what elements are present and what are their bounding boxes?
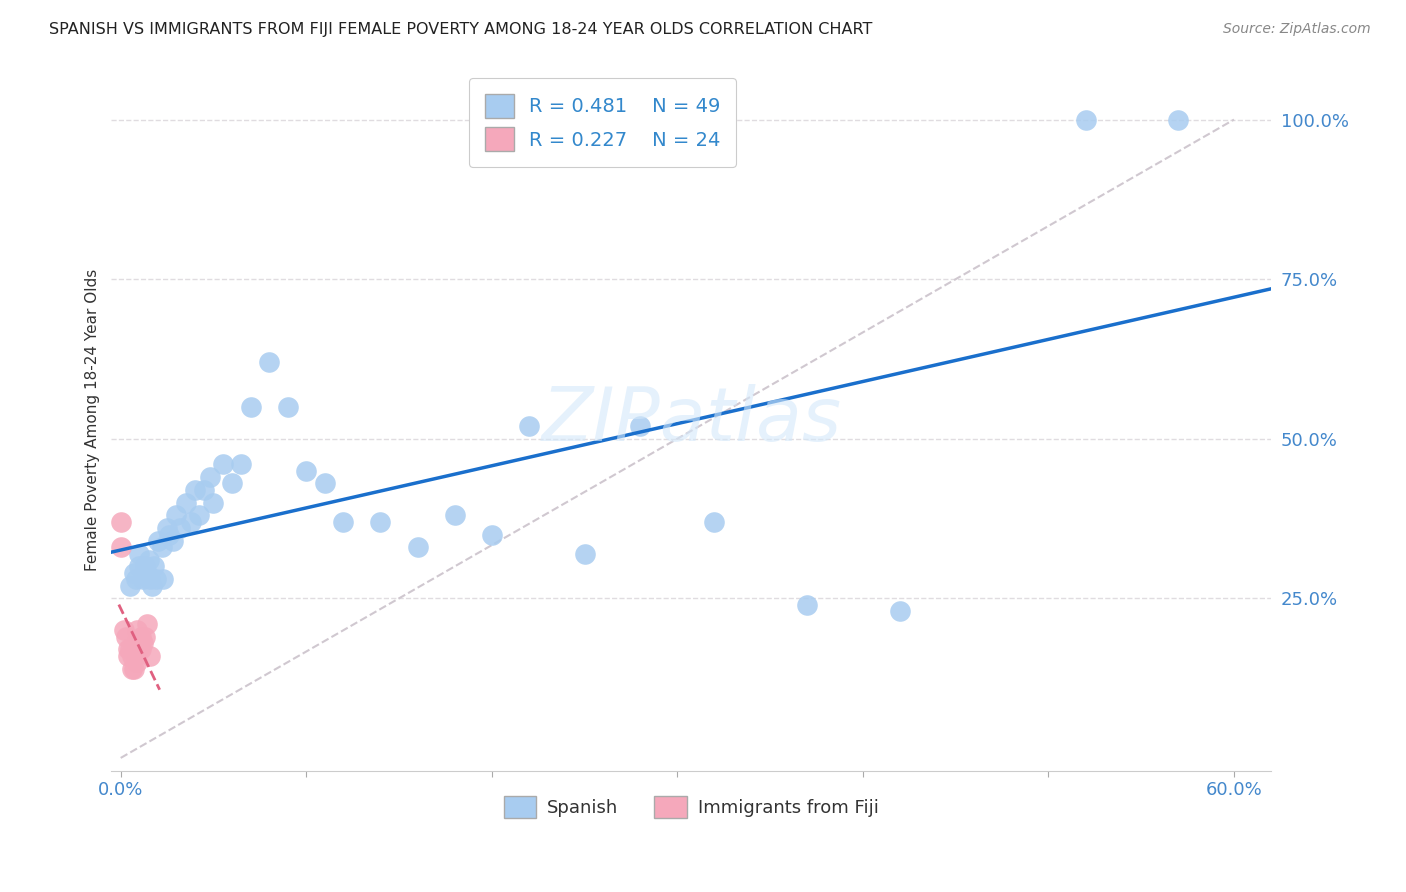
Point — [145, 572, 167, 586]
Point — [118, 642, 141, 657]
Point — [146, 533, 169, 548]
Point — [124, 642, 146, 657]
Point — [314, 476, 336, 491]
Point — [889, 604, 911, 618]
Point — [443, 508, 465, 523]
Point — [128, 636, 150, 650]
Point — [132, 572, 155, 586]
Point — [112, 624, 135, 638]
Point — [115, 630, 138, 644]
Point — [231, 458, 253, 472]
Point — [121, 662, 143, 676]
Point — [128, 547, 150, 561]
Point — [129, 642, 152, 657]
Point — [129, 630, 152, 644]
Point — [202, 495, 225, 509]
Point — [143, 559, 166, 574]
Point — [122, 642, 145, 657]
Point — [165, 508, 187, 523]
Point — [139, 572, 162, 586]
Point — [110, 515, 132, 529]
Point — [127, 624, 149, 638]
Point — [257, 355, 280, 369]
Point — [169, 521, 191, 535]
Point — [198, 470, 221, 484]
Point — [703, 515, 725, 529]
Point — [517, 419, 540, 434]
Point — [152, 572, 174, 586]
Point — [135, 566, 157, 580]
Point — [162, 533, 184, 548]
Point — [122, 566, 145, 580]
Point — [134, 630, 156, 644]
Point — [1167, 112, 1189, 127]
Point — [121, 648, 143, 663]
Legend: Spanish, Immigrants from Fiji: Spanish, Immigrants from Fiji — [496, 789, 886, 825]
Point — [124, 572, 146, 586]
Point — [128, 642, 150, 657]
Point — [295, 464, 318, 478]
Point — [187, 508, 209, 523]
Point — [157, 527, 180, 541]
Point — [193, 483, 215, 497]
Point — [628, 419, 651, 434]
Point — [117, 648, 139, 663]
Point — [110, 541, 132, 555]
Point — [124, 648, 146, 663]
Point — [180, 515, 202, 529]
Point — [211, 458, 233, 472]
Point — [277, 400, 299, 414]
Point — [134, 559, 156, 574]
Point — [118, 578, 141, 592]
Text: SPANISH VS IMMIGRANTS FROM FIJI FEMALE POVERTY AMONG 18-24 YEAR OLDS CORRELATION: SPANISH VS IMMIGRANTS FROM FIJI FEMALE P… — [49, 22, 873, 37]
Point — [156, 521, 179, 535]
Point — [128, 559, 150, 574]
Point — [406, 541, 429, 555]
Point — [138, 553, 160, 567]
Text: Source: ZipAtlas.com: Source: ZipAtlas.com — [1223, 22, 1371, 37]
Y-axis label: Female Poverty Among 18-24 Year Olds: Female Poverty Among 18-24 Year Olds — [86, 268, 100, 571]
Text: ZIPatlas: ZIPatlas — [541, 384, 841, 456]
Point — [127, 655, 149, 669]
Point — [139, 648, 162, 663]
Point — [174, 495, 197, 509]
Point — [239, 400, 262, 414]
Point — [574, 547, 596, 561]
Point — [117, 642, 139, 657]
Point — [370, 515, 392, 529]
Point — [1074, 112, 1097, 127]
Point — [132, 636, 155, 650]
Point — [141, 578, 163, 592]
Point — [124, 636, 146, 650]
Point — [150, 541, 173, 555]
Point — [481, 527, 503, 541]
Point — [796, 598, 818, 612]
Point — [332, 515, 354, 529]
Point — [135, 616, 157, 631]
Point — [221, 476, 243, 491]
Point — [122, 662, 145, 676]
Point — [184, 483, 207, 497]
